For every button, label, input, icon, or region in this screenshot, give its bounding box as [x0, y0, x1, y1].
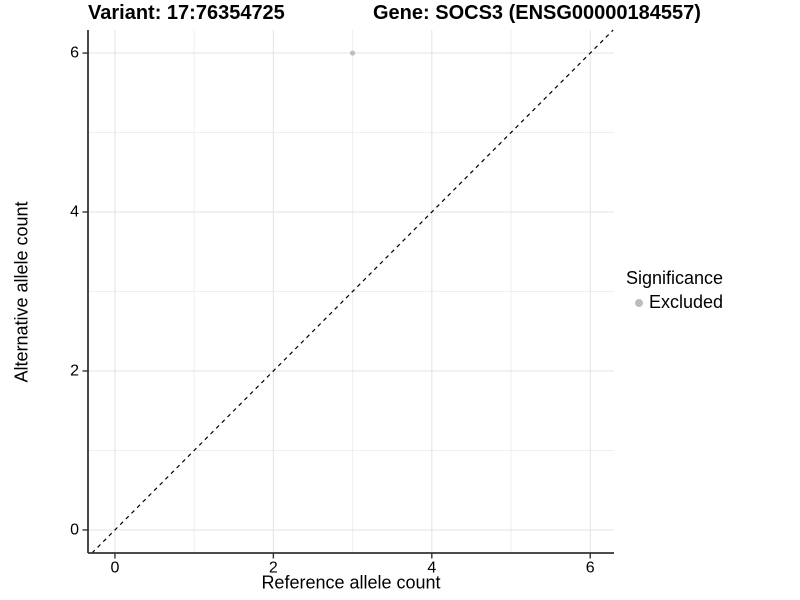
x-tick-label: 0 [110, 559, 119, 576]
legend-point-icon [635, 298, 643, 307]
x-axis-title: Reference allele count [261, 572, 441, 593]
legend-title: Significance [626, 268, 724, 288]
x-tick-label: 2 [269, 559, 278, 576]
y-tick-label: 0 [70, 521, 79, 538]
identity-reference-line [91, 29, 614, 554]
legend: Significance Excluded [626, 268, 723, 313]
data-point [349, 50, 356, 56]
legend-entry-label: Excluded [649, 292, 724, 312]
y-tick-label: 6 [70, 45, 79, 62]
x-tick-label: 4 [427, 559, 436, 576]
variant-title: Variant: 17:76354725 [88, 2, 285, 24]
legend-entry: Excluded [626, 292, 723, 313]
gene-title: Gene: SOCS3 (ENSG00000184557) [373, 2, 701, 24]
y-tick-label: 4 [70, 204, 79, 221]
y-tick-label: 2 [70, 362, 79, 379]
x-tick-label: 6 [586, 559, 595, 576]
